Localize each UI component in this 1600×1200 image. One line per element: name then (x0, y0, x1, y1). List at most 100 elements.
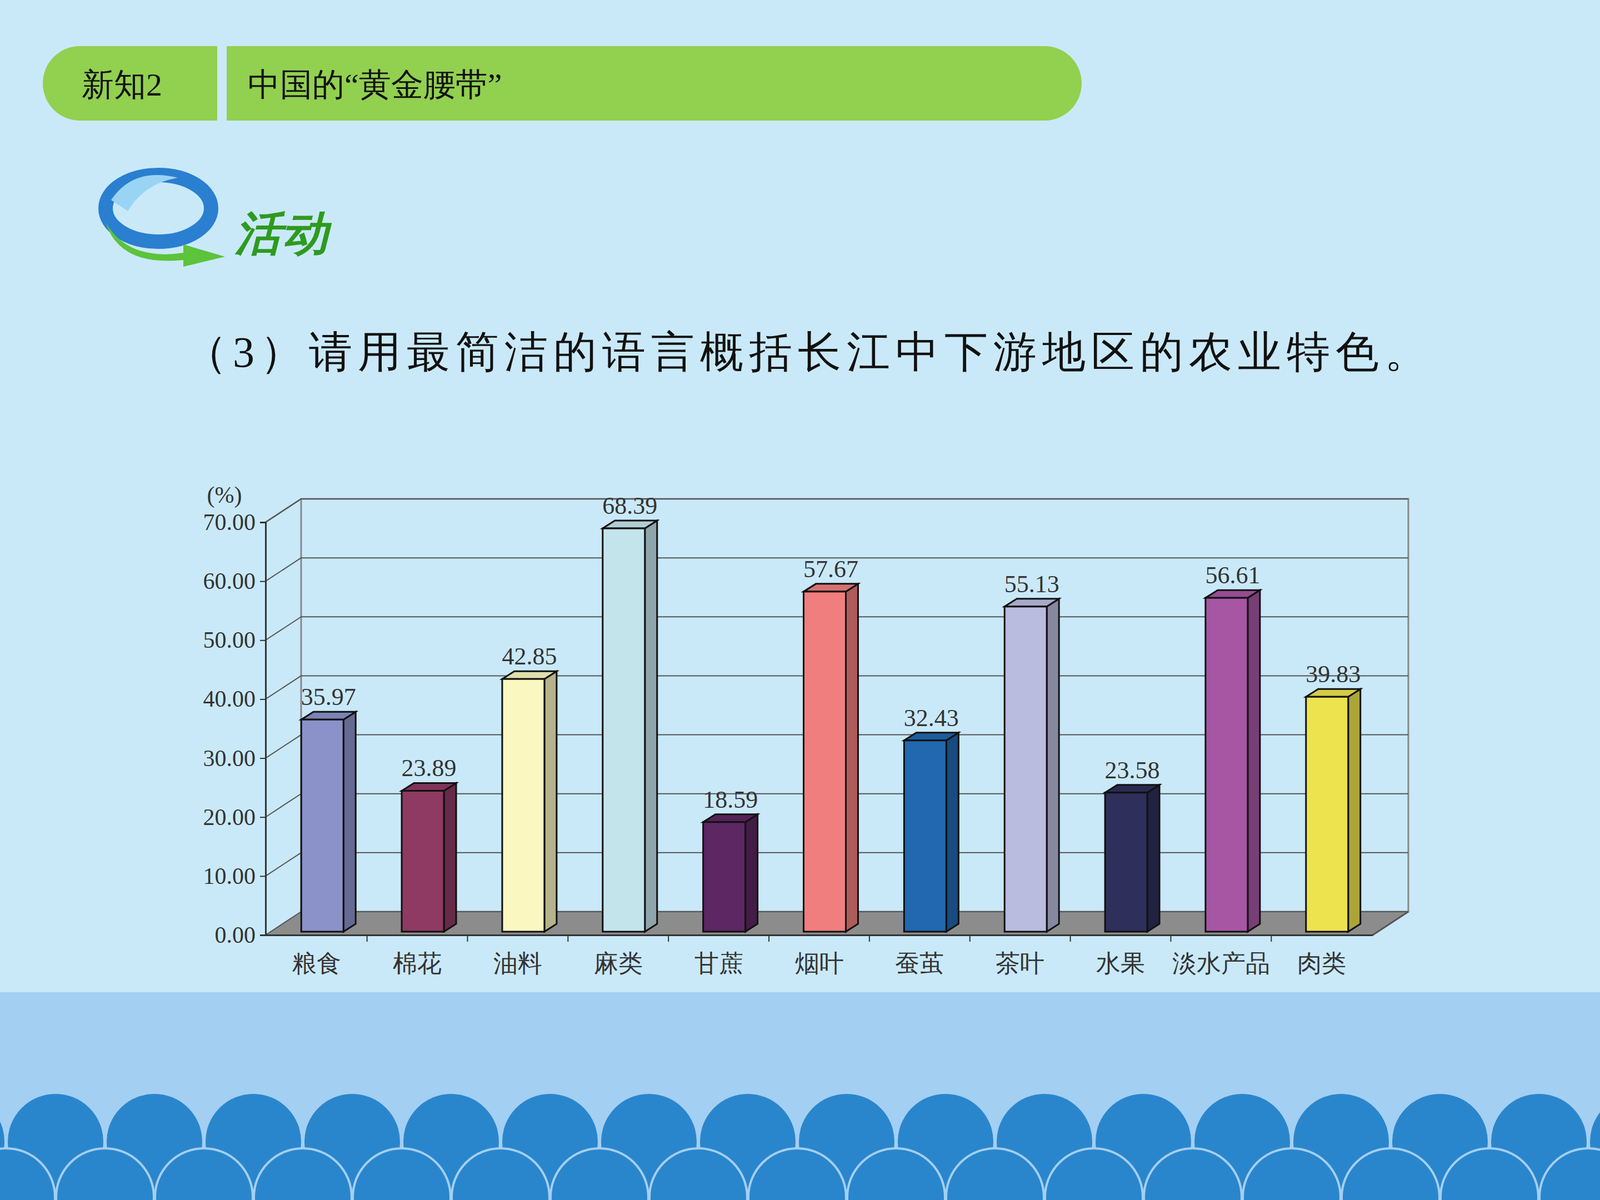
x-separator (1270, 935, 1272, 942)
y-tick: 50.00 (203, 627, 267, 653)
x-tick-label: 棉花 (392, 950, 442, 978)
bar-top (301, 711, 356, 720)
x-tick-label: 淡水产品 (1172, 950, 1270, 978)
y-axis-title: (%) (207, 482, 243, 509)
bar-top (1306, 688, 1361, 697)
bar-side (1247, 590, 1260, 932)
bar-side (845, 583, 858, 932)
wave-circle (451, 1148, 550, 1200)
bar-side (544, 671, 557, 932)
grid-line (301, 498, 1409, 500)
y-axis-line (260, 522, 267, 936)
x-separator (768, 935, 770, 942)
x-separator (567, 935, 569, 942)
bar (401, 790, 444, 932)
icon-ring (105, 175, 212, 242)
grid-line-side (265, 675, 302, 699)
y-tick-label: 60.00 (203, 568, 257, 594)
x-separator (467, 935, 469, 942)
data-label: 32.43 (903, 704, 959, 732)
x-tick: 麻类 (593, 950, 643, 978)
slide: 新知2中国的“黄金腰带”活动（3）请用最简洁的语言概括长江中下游地区的农业特色。… (0, 0, 1600, 1200)
wave-circle (352, 1148, 451, 1200)
y-axis: 0.0010.0020.0030.0040.0050.0060.0070.00 (203, 509, 267, 948)
wave-circle (946, 1148, 1044, 1200)
x-tick-label: 蚕茧 (895, 950, 944, 978)
grid (265, 498, 1409, 935)
y-tick: 40.00 (203, 686, 267, 712)
bar-side (645, 520, 658, 932)
icon-arrow (105, 222, 225, 267)
y-tick: 0.00 (215, 922, 267, 948)
header-pill (42, 46, 1082, 121)
bar (1205, 597, 1248, 932)
bar-top (1105, 785, 1160, 793)
data-label: 18.59 (702, 786, 758, 814)
grid-line-side (265, 498, 302, 523)
bar (803, 591, 847, 932)
y-tick-mark (260, 757, 266, 759)
wave-circle (649, 1148, 748, 1200)
x-tick-label: 茶叶 (995, 950, 1045, 978)
bar-top (1205, 590, 1260, 598)
y-tick-mark (260, 640, 266, 642)
x-separator (868, 935, 870, 942)
y-tick-label: 10.00 (203, 863, 257, 889)
x-tick-label: 粮食 (292, 950, 342, 978)
x-axis: 粮食棉花油料麻类甘蔗烟叶蚕茧茶叶水果淡水产品肉类 (266, 935, 1374, 978)
wave-circle (155, 1148, 253, 1200)
wave-circle (0, 1148, 55, 1200)
x-tick: 肉类 (1297, 950, 1347, 978)
bar-side (1046, 598, 1059, 932)
grid-line-side (265, 557, 302, 582)
bar-side (745, 814, 758, 932)
header-heading: 中国的“黄金腰带” (247, 66, 503, 103)
x-tick-label: 麻类 (593, 950, 643, 978)
y-tick: 60.00 (203, 568, 267, 594)
x-tick-label: 水果 (1096, 950, 1145, 978)
y-tick-label: 0.00 (215, 922, 257, 948)
bar-side (343, 711, 356, 932)
x-tick: 甘蔗 (694, 950, 744, 978)
data-label: 55.13 (1004, 570, 1060, 598)
x-tick: 烟叶 (795, 950, 844, 978)
bar (1004, 606, 1047, 932)
bars (301, 520, 1360, 932)
x-tick: 茶叶 (995, 950, 1045, 978)
x-separator (366, 935, 368, 942)
x-tick: 蚕茧 (895, 950, 944, 978)
data-label: 57.67 (803, 555, 859, 583)
header-divider (217, 43, 227, 124)
wave-circle (550, 1148, 649, 1200)
y-tick-mark (260, 935, 266, 937)
y-tick: 70.00 (203, 509, 267, 535)
floor-edge (1372, 911, 1409, 935)
x-separator (969, 935, 971, 942)
x-tick: 水果 (1096, 950, 1145, 978)
y-tick-mark (260, 698, 266, 700)
activity-label: 活动 (234, 206, 333, 261)
activity-icon (105, 175, 225, 267)
chart: 35.9723.8942.8568.3918.5957.6732.4355.13… (203, 492, 1409, 978)
y-tick: 30.00 (203, 745, 267, 772)
bar-top (703, 814, 758, 823)
background (0, 0, 1600, 1200)
x-separator (667, 935, 669, 942)
grid-line-side (265, 911, 302, 935)
wave (0, 1092, 1600, 1200)
bar-top (1004, 598, 1059, 607)
x-tick-label: 肉类 (1297, 950, 1347, 978)
x-tick-label: 甘蔗 (694, 950, 744, 978)
bar-top (502, 671, 557, 679)
wave-circle (847, 1148, 945, 1200)
y-tick-mark (260, 581, 266, 583)
x-separator (1070, 935, 1072, 942)
bar (703, 822, 746, 932)
data-label: 23.58 (1105, 756, 1160, 784)
wave-circle (1341, 1148, 1440, 1200)
wave-circle (1045, 1148, 1143, 1200)
wall-edge (265, 498, 302, 523)
bar-top (903, 732, 959, 741)
y-tick-label: 40.00 (203, 686, 257, 712)
wave-circle (1143, 1148, 1242, 1200)
